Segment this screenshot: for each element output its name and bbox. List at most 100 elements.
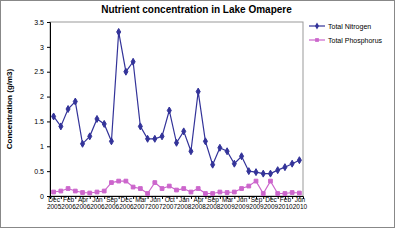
x-tick-label-part: Jan bbox=[179, 196, 190, 203]
series-line bbox=[54, 32, 300, 174]
data-point bbox=[117, 28, 121, 35]
data-point bbox=[66, 187, 70, 191]
data-point bbox=[153, 181, 157, 185]
data-point bbox=[66, 106, 70, 113]
x-tick-label: Apr2006 bbox=[76, 196, 91, 210]
data-point bbox=[95, 190, 99, 194]
data-point bbox=[247, 184, 251, 188]
x-tick-label-part: Oct bbox=[165, 196, 175, 203]
plot-frame bbox=[50, 22, 303, 196]
x-tick-label-part: 2007 bbox=[163, 203, 178, 210]
x-tick-label: Sep2008 bbox=[206, 196, 221, 210]
data-point bbox=[261, 170, 265, 177]
x-tick bbox=[119, 196, 120, 199]
x-tick-mark bbox=[220, 196, 221, 199]
x-tick: Jun2006 bbox=[90, 196, 105, 210]
x-tick-label-part: Feb bbox=[63, 196, 75, 203]
data-point bbox=[88, 191, 92, 195]
x-tick-label-part: Jun bbox=[237, 196, 248, 203]
data-point bbox=[298, 191, 302, 195]
data-point bbox=[218, 144, 222, 151]
data-point bbox=[254, 179, 258, 183]
x-tick-label-part: 2006 bbox=[119, 203, 134, 210]
y-tick-label: 0.5 bbox=[34, 168, 44, 175]
data-point bbox=[81, 191, 85, 195]
data-point bbox=[189, 148, 193, 155]
y-tick-mark bbox=[47, 97, 50, 98]
data-point bbox=[203, 138, 207, 145]
x-tick-label-part: 2005 bbox=[47, 203, 62, 210]
y-axis-line bbox=[47, 23, 51, 197]
x-tick-label-part: 2006 bbox=[76, 203, 91, 210]
y-tick: 2.5 bbox=[34, 68, 50, 75]
x-tick-label: Feb2006 bbox=[61, 196, 76, 210]
x-tick-label-part: 2007 bbox=[148, 203, 163, 210]
data-point bbox=[110, 181, 114, 185]
x-tick: Apr2008 bbox=[191, 196, 206, 210]
data-point bbox=[109, 138, 113, 145]
x-tick-label-part: 2006 bbox=[61, 203, 76, 210]
x-tick-mark bbox=[205, 196, 206, 199]
x-tick-label-part: 2009 bbox=[220, 203, 235, 210]
legend: Total NitrogenTotal Phosphorus bbox=[309, 23, 383, 45]
x-tick bbox=[75, 196, 76, 199]
chart-border bbox=[1, 1, 395, 228]
data-point bbox=[138, 123, 142, 130]
x-tick: Sep2006 bbox=[105, 196, 120, 210]
x-tick-label-part: Jun bbox=[295, 196, 306, 203]
x-tick-mark bbox=[292, 196, 293, 199]
data-point bbox=[138, 187, 142, 191]
data-point bbox=[290, 160, 294, 167]
x-tick-mark bbox=[148, 196, 149, 199]
x-tick-mark bbox=[75, 196, 76, 199]
x-tick-label: Jan2008 bbox=[177, 196, 192, 210]
x-tick bbox=[133, 196, 134, 199]
y-tick-label: 1 bbox=[40, 143, 44, 150]
x-tick-mark bbox=[90, 196, 91, 199]
y-tick-label: 3 bbox=[40, 44, 44, 51]
x-tick: Dec2009 bbox=[264, 196, 279, 210]
x-tick-mark bbox=[234, 196, 235, 199]
data-point bbox=[175, 188, 179, 192]
x-tick: Mar2007 bbox=[134, 196, 149, 210]
x-tick-label-part: 2009 bbox=[249, 203, 264, 210]
data-point bbox=[232, 160, 236, 167]
data-point bbox=[254, 169, 258, 176]
data-point bbox=[52, 190, 56, 194]
x-tick-mark bbox=[104, 196, 105, 199]
x-tick-label-part: Feb bbox=[280, 196, 292, 203]
x-tick bbox=[90, 196, 91, 199]
x-tick-label: Jun2009 bbox=[235, 196, 250, 210]
data-point bbox=[211, 192, 215, 196]
data-point bbox=[124, 179, 128, 183]
x-tick-label-part: 2009 bbox=[235, 203, 250, 210]
data-point bbox=[189, 190, 193, 194]
data-point bbox=[146, 135, 150, 142]
data-point bbox=[268, 170, 272, 177]
x-tick-label: Dec2005 bbox=[47, 196, 62, 210]
chart: Nutrient concentration in Lake OmapereCo… bbox=[0, 0, 395, 228]
data-point bbox=[131, 185, 135, 189]
data-point bbox=[153, 135, 157, 142]
data-point bbox=[276, 167, 280, 174]
x-tick bbox=[278, 196, 279, 199]
x-tick-label: Mar2007 bbox=[134, 196, 149, 210]
data-point bbox=[196, 187, 200, 191]
x-tick: Feb2006 bbox=[61, 196, 76, 210]
data-point bbox=[52, 113, 56, 120]
data-point bbox=[102, 120, 106, 127]
y-tick-mark bbox=[47, 47, 50, 48]
x-tick: Sep2008 bbox=[206, 196, 221, 210]
data-point bbox=[73, 98, 77, 105]
data-point bbox=[290, 191, 294, 195]
data-point bbox=[232, 190, 236, 194]
x-tick-mark bbox=[133, 196, 134, 199]
data-point bbox=[204, 192, 208, 196]
x-tick: Dec2006 bbox=[119, 196, 134, 210]
x-tick-label-part: 2010 bbox=[278, 203, 293, 210]
x-tick bbox=[205, 196, 206, 199]
x-tick-label-part: Dec bbox=[121, 196, 133, 203]
x-tick-label-part: 2010 bbox=[293, 203, 308, 210]
x-tick: Apr2006 bbox=[76, 196, 91, 210]
data-point bbox=[160, 187, 164, 191]
